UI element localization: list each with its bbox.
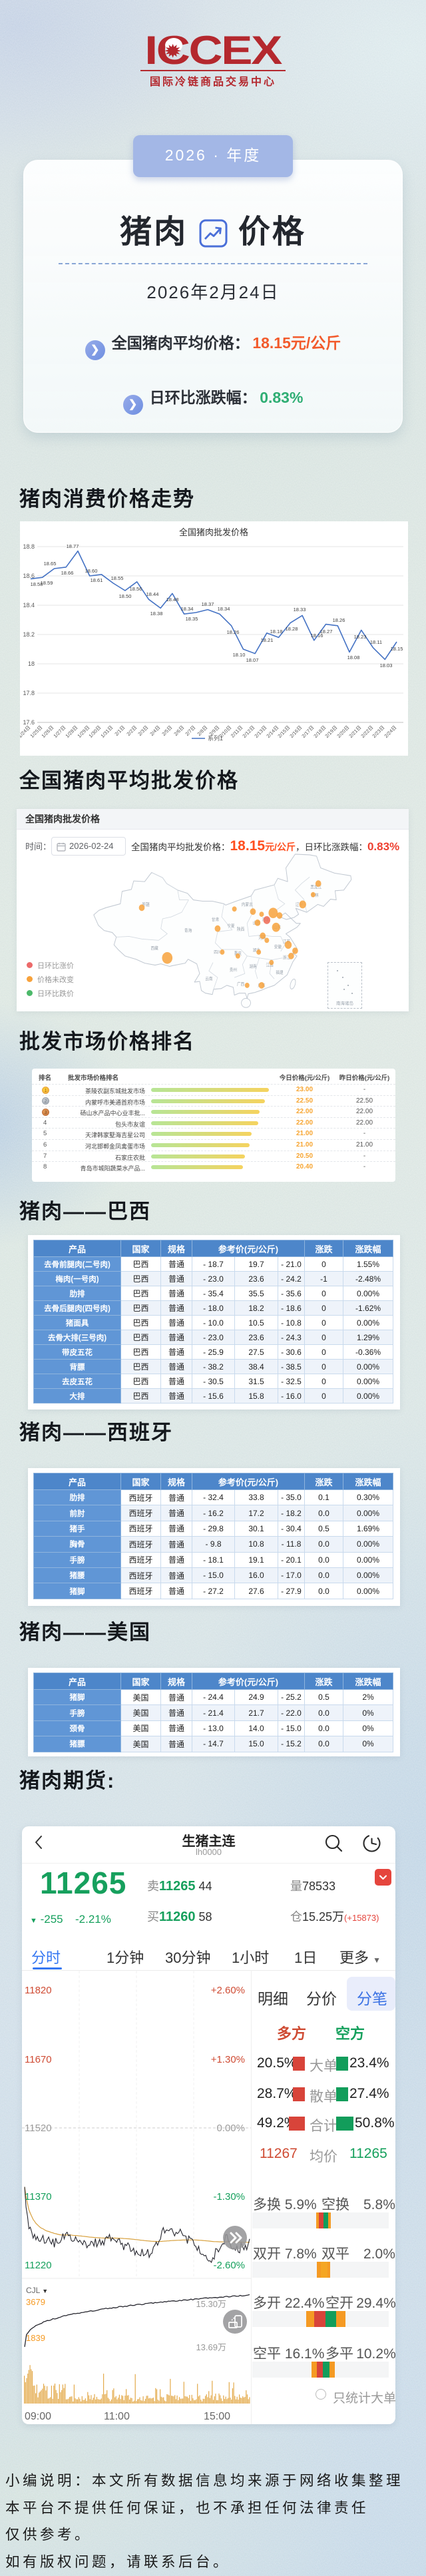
svg-text:重庆: 重庆 xyxy=(234,951,242,956)
svg-text:18.11: 18.11 xyxy=(370,639,382,645)
svg-text:18.38: 18.38 xyxy=(150,611,163,617)
svg-text:18.37: 18.37 xyxy=(202,601,214,607)
svg-text:甘肃: 甘肃 xyxy=(212,917,219,922)
svg-text:18.03: 18.03 xyxy=(380,662,393,668)
svg-text:18.48: 18.48 xyxy=(166,597,179,603)
svg-text:广西: 广西 xyxy=(237,981,244,987)
svg-text:18.16: 18.16 xyxy=(311,633,323,639)
svg-text:18.26: 18.26 xyxy=(333,617,345,623)
svg-text:内蒙古: 内蒙古 xyxy=(242,902,253,907)
svg-text:西藏: 西藏 xyxy=(150,945,158,951)
svg-text:18.27: 18.27 xyxy=(320,629,333,635)
svg-text:18.66: 18.66 xyxy=(61,570,74,576)
svg-text:18.33: 18.33 xyxy=(294,607,306,613)
svg-text:18.08: 18.08 xyxy=(347,654,360,660)
svg-text:18.26: 18.26 xyxy=(227,629,240,635)
svg-text:18.10: 18.10 xyxy=(233,652,246,658)
svg-text:贵州: 贵州 xyxy=(230,967,237,972)
svg-text:18.15: 18.15 xyxy=(391,646,403,652)
svg-text:云南: 云南 xyxy=(205,976,212,981)
svg-text:全国猪肉批发价格: 全国猪肉批发价格 xyxy=(179,527,248,537)
svg-text:18: 18 xyxy=(28,660,35,667)
svg-text:福建: 福建 xyxy=(276,969,283,975)
svg-text:系列1: 系列1 xyxy=(208,734,223,742)
svg-text:18.2: 18.2 xyxy=(23,631,35,638)
svg-text:18.44: 18.44 xyxy=(146,591,159,597)
svg-text:18.65: 18.65 xyxy=(44,561,57,567)
svg-text:宁夏: 宁夏 xyxy=(227,923,234,928)
svg-text:江西: 江西 xyxy=(266,963,274,967)
svg-text:18.61: 18.61 xyxy=(91,577,103,583)
svg-text:18.23: 18.23 xyxy=(354,634,367,640)
svg-text:18.35: 18.35 xyxy=(186,616,198,622)
svg-text:湖南: 湖南 xyxy=(249,963,256,969)
svg-text:18.8: 18.8 xyxy=(23,543,35,550)
svg-text:陕西: 陕西 xyxy=(237,926,244,931)
svg-text:安徽: 安徽 xyxy=(274,944,282,949)
svg-text:四川: 四川 xyxy=(214,950,221,955)
svg-text:18.18: 18.18 xyxy=(270,629,283,635)
svg-text:17.6: 17.6 xyxy=(23,719,35,726)
svg-text:湖北: 湖北 xyxy=(253,947,260,953)
svg-text:18.07: 18.07 xyxy=(246,657,259,663)
svg-text:黑龙江: 黑龙江 xyxy=(310,884,321,890)
svg-text:17.8: 17.8 xyxy=(23,690,35,696)
svg-text:辽宁: 辽宁 xyxy=(296,902,303,907)
svg-text:18.59: 18.59 xyxy=(41,580,53,586)
svg-text:新疆: 新疆 xyxy=(142,902,149,907)
svg-text:18.34: 18.34 xyxy=(181,606,194,612)
svg-text:18.4: 18.4 xyxy=(23,602,35,609)
svg-text:18.55: 18.55 xyxy=(111,575,124,581)
svg-text:18.21: 18.21 xyxy=(261,637,274,643)
svg-text:18.6: 18.6 xyxy=(23,573,35,579)
svg-text:18.56: 18.56 xyxy=(130,586,142,592)
svg-text:18.60: 18.60 xyxy=(85,568,98,574)
svg-text:浙江: 浙江 xyxy=(283,954,290,959)
svg-text:青海: 青海 xyxy=(184,927,192,933)
svg-text:18.28: 18.28 xyxy=(286,626,298,632)
svg-text:18.50: 18.50 xyxy=(119,593,132,599)
svg-text:18.34: 18.34 xyxy=(218,606,230,612)
svg-text:18.77: 18.77 xyxy=(67,543,79,549)
svg-text:18.58: 18.58 xyxy=(31,581,43,587)
